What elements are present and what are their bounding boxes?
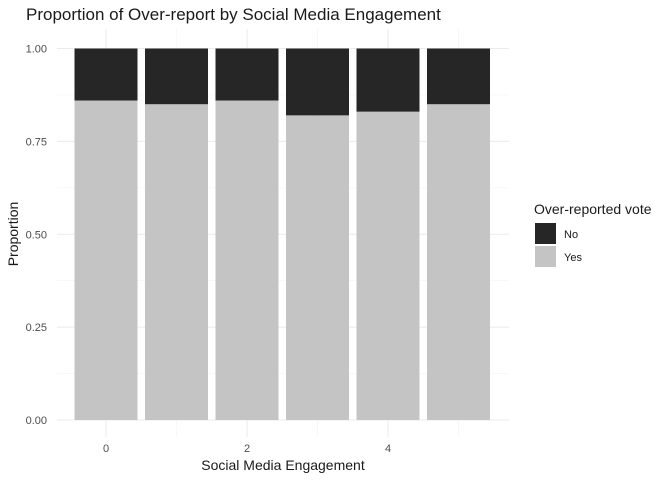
x-axis-ticks: 0 2 4 bbox=[103, 443, 391, 455]
y-axis-title: Proportion bbox=[5, 202, 21, 267]
bar-no-5 bbox=[427, 48, 490, 105]
bar-no-3 bbox=[286, 48, 349, 116]
bar-yes-5 bbox=[427, 104, 490, 420]
bar-yes-1 bbox=[145, 104, 208, 420]
x-axis-title: Social Media Engagement bbox=[201, 457, 365, 473]
y-axis-ticks: 0.00 0.25 0.50 0.75 1.00 bbox=[26, 44, 47, 428]
y-tick-label: 0.75 bbox=[26, 136, 47, 148]
x-tick-label: 0 bbox=[103, 443, 109, 455]
x-tick-label: 2 bbox=[244, 443, 250, 455]
legend-label-yes: Yes bbox=[564, 252, 582, 264]
y-tick-label: 0.00 bbox=[26, 415, 47, 427]
legend: Over-reported vote No Yes bbox=[534, 201, 652, 267]
legend-title: Over-reported vote bbox=[534, 201, 652, 217]
legend-label-no: No bbox=[564, 229, 578, 241]
bar-yes-4 bbox=[356, 111, 420, 420]
bar-layer bbox=[74, 48, 490, 421]
bar-no-2 bbox=[215, 48, 279, 101]
bar-yes-0 bbox=[74, 100, 138, 420]
legend-key-no bbox=[535, 223, 556, 244]
bar-no-1 bbox=[145, 48, 208, 105]
y-tick-label: 0.50 bbox=[26, 229, 47, 241]
bar-yes-3 bbox=[286, 115, 349, 421]
bar-yes-2 bbox=[215, 100, 279, 420]
y-tick-label: 1.00 bbox=[26, 44, 47, 56]
legend-key-yes bbox=[535, 246, 556, 267]
x-tick-label: 4 bbox=[385, 443, 391, 455]
bar-no-0 bbox=[74, 48, 138, 101]
chart-title: Proportion of Over-report by Social Medi… bbox=[26, 5, 441, 24]
y-tick-label: 0.25 bbox=[26, 322, 47, 334]
bar-no-4 bbox=[356, 48, 420, 112]
